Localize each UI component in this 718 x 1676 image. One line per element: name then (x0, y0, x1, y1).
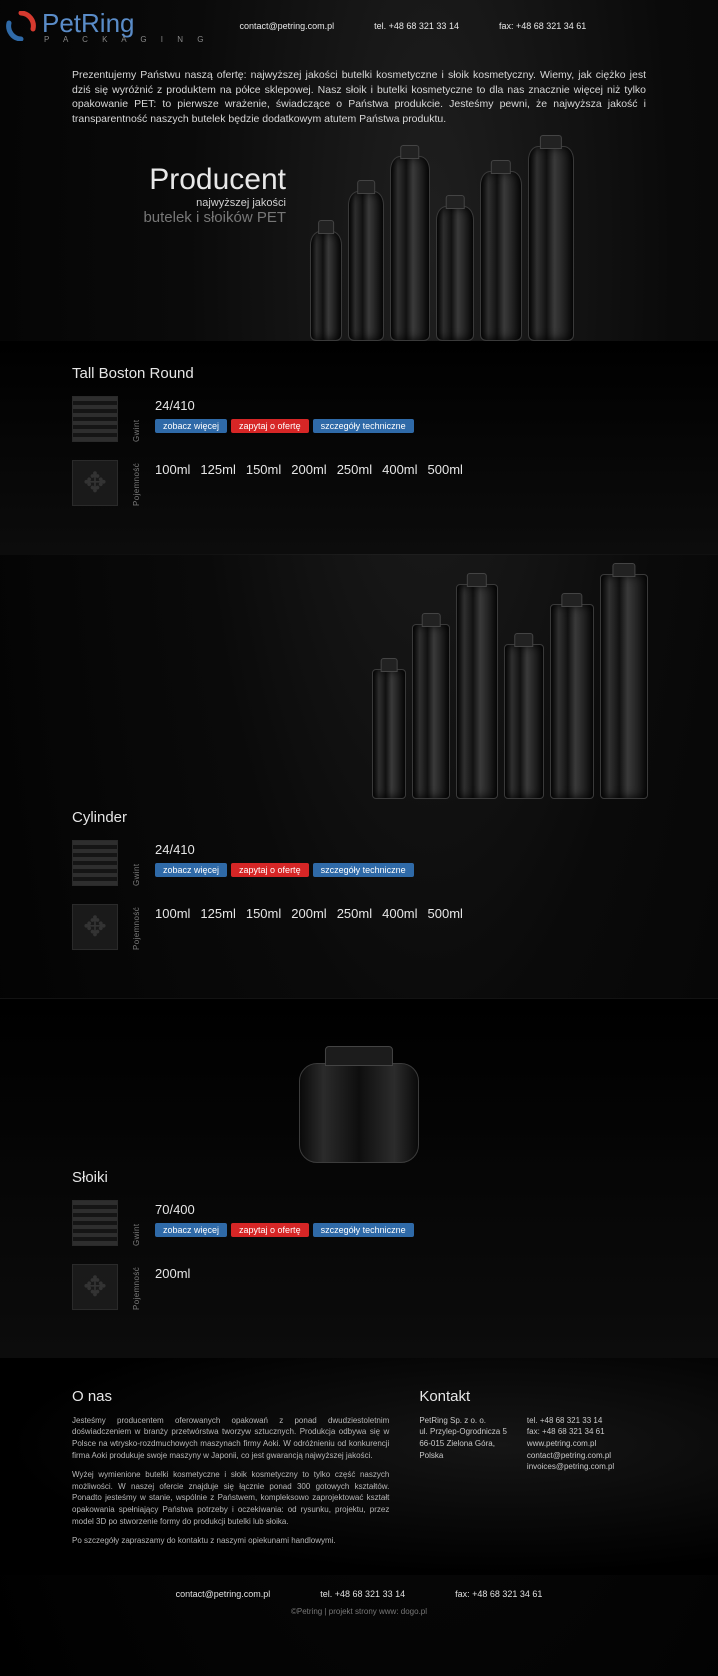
product-title: Tall Boston Round (72, 365, 646, 382)
capacity-label: Pojemność (132, 904, 141, 950)
thread-value: 70/400 (155, 1200, 414, 1217)
capacity-value[interactable]: 400ml (382, 460, 417, 477)
intro-paragraph: Prezentujemy Państwu naszą ofertę: najwy… (0, 44, 718, 127)
capacity-value[interactable]: 500ml (428, 460, 463, 477)
capacity-value[interactable]: 125ml (200, 460, 235, 477)
brand-name: PetRing (42, 8, 135, 38)
capacity-value[interactable]: 200ml (291, 904, 326, 921)
capacity-label: Pojemność (132, 460, 141, 506)
ask-button[interactable]: zapytaj o ofertę (231, 863, 309, 877)
product-section: Tall Boston Round Gwint 24/410 zobacz wi… (0, 341, 718, 554)
footer-bar: contact@petring.com.pl tel. +48 68 321 3… (0, 1575, 718, 1603)
product-title: Słoiki (72, 1169, 646, 1186)
tech-button[interactable]: szczegóły techniczne (313, 863, 414, 877)
contact-address: PetRing Sp. z o. o.ul. Przylep-Ogrodnicz… (419, 1415, 507, 1473)
capacity-list: 200ml (155, 1264, 190, 1281)
tech-button[interactable]: szczegóły techniczne (313, 1223, 414, 1237)
footer-fax: fax: +48 68 321 34 61 (455, 1589, 542, 1599)
capacity-value[interactable]: 400ml (382, 904, 417, 921)
product-image (366, 569, 646, 799)
contact-title: Kontakt (419, 1388, 646, 1405)
header-bar: PetRing P A C K A G I N G contact@petrin… (0, 0, 718, 44)
tech-button[interactable]: szczegóły techniczne (313, 419, 414, 433)
capacity-value[interactable]: 100ml (155, 460, 190, 477)
header-tel: tel. +48 68 321 33 14 (374, 21, 459, 31)
about-p3: Po szczegóły zapraszamy do kontaktu z na… (72, 1535, 389, 1547)
more-button[interactable]: zobacz więcej (155, 1223, 227, 1237)
more-button[interactable]: zobacz więcej (155, 863, 227, 877)
capacity-value[interactable]: 150ml (246, 460, 281, 477)
footer-email[interactable]: contact@petring.com.pl (176, 1589, 271, 1599)
more-button[interactable]: zobacz więcej (155, 419, 227, 433)
footer-credit: ©Petring | projekt strony www: dogo.pl (0, 1603, 718, 1636)
capacity-value[interactable]: 200ml (155, 1264, 190, 1281)
thread-value: 24/410 (155, 396, 414, 413)
capacity-icon (72, 460, 118, 506)
header-email[interactable]: contact@petring.com.pl (239, 21, 334, 31)
thread-label: Gwint (132, 1200, 141, 1246)
product-section: Cylinder Gwint 24/410 zobacz więcej zapy… (0, 554, 718, 998)
hero-bottle-image (300, 141, 580, 341)
capacity-icon (72, 1264, 118, 1310)
footer-tel: tel. +48 68 321 33 14 (320, 1589, 405, 1599)
thread-label: Gwint (132, 396, 141, 442)
capacity-value[interactable]: 150ml (246, 904, 281, 921)
about-p1: Jesteśmy producentem oferowanych opakowa… (72, 1415, 389, 1461)
capacity-value[interactable]: 100ml (155, 904, 190, 921)
thread-value: 24/410 (155, 840, 414, 857)
about-section: O nas Jesteśmy producentem oferowanych o… (0, 1358, 718, 1575)
thread-label: Gwint (132, 840, 141, 886)
product-image (269, 1033, 449, 1163)
hero: Producent najwyższej jakości butelek i s… (0, 127, 718, 341)
header-fax: fax: +48 68 321 34 61 (499, 21, 586, 31)
ask-button[interactable]: zapytaj o ofertę (231, 1223, 309, 1237)
thread-icon (72, 840, 118, 886)
hero-subtitle-1: najwyższej jakości (0, 197, 286, 209)
logo-icon (6, 11, 36, 41)
capacity-icon (72, 904, 118, 950)
ask-button[interactable]: zapytaj o ofertę (231, 419, 309, 433)
product-section: Słoiki Gwint 70/400 zobacz więcej zapyta… (0, 998, 718, 1358)
thread-icon (72, 396, 118, 442)
header-contact: contact@petring.com.pl tel. +48 68 321 3… (239, 21, 586, 31)
product-title: Cylinder (72, 809, 646, 826)
capacity-value[interactable]: 500ml (428, 904, 463, 921)
hero-title: Producent (0, 163, 286, 197)
brand-subtitle: P A C K A G I N G (44, 35, 209, 44)
capacity-list: 100ml 125ml 150ml 200ml 250ml 400ml 500ml (155, 460, 463, 477)
capacity-value[interactable]: 250ml (337, 904, 372, 921)
thread-icon (72, 1200, 118, 1246)
capacity-value[interactable]: 250ml (337, 460, 372, 477)
about-title: O nas (72, 1388, 389, 1405)
capacity-label: Pojemność (132, 1264, 141, 1310)
hero-subtitle-2: butelek i słoików PET (0, 209, 286, 226)
contact-info: tel. +48 68 321 33 14fax: +48 68 321 34 … (527, 1415, 614, 1473)
brand-logo[interactable]: PetRing P A C K A G I N G (0, 8, 209, 44)
capacity-list: 100ml 125ml 150ml 200ml 250ml 400ml 500ml (155, 904, 463, 921)
capacity-value[interactable]: 125ml (200, 904, 235, 921)
capacity-value[interactable]: 200ml (291, 460, 326, 477)
about-p2: Wyżej wymienione butelki kosmetyczne i s… (72, 1469, 389, 1527)
